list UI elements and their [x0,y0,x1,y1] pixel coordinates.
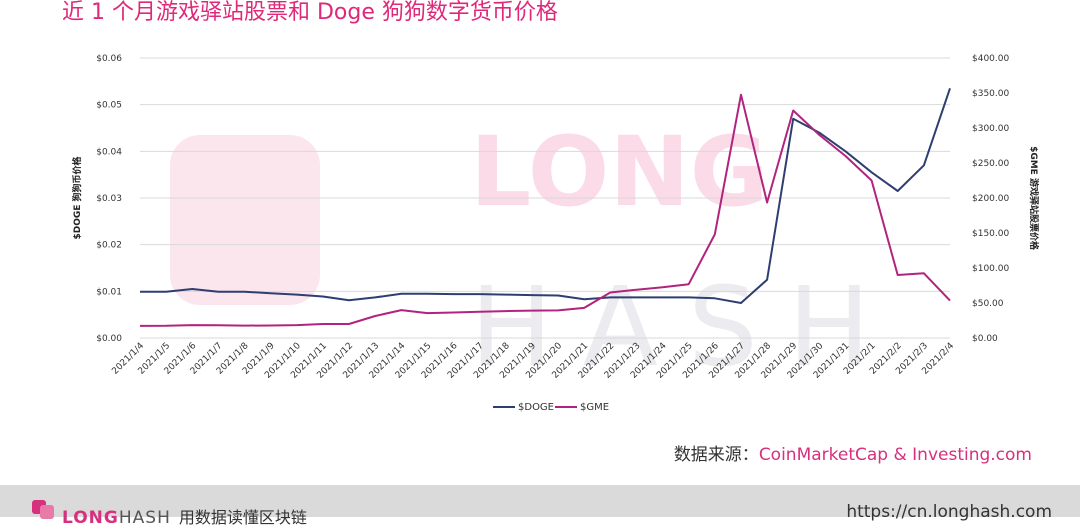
right-tick-label: $250.00 [972,159,1009,169]
line-chart: $0.00 $0.01 $0.02 $0.03 $0.04 $0.05 $0.06 $0.0… [71,54,1040,413]
series-line-doge [140,87,951,304]
legend-label: $DOGE [518,402,554,413]
left-tick-label: $0.00 [96,334,122,344]
right-tick-label: $400.00 [972,54,1009,64]
data-source-label: 数据来源： [673,445,759,465]
right-axis-label: $GME 游戏驿站股票价格 [1028,146,1040,251]
right-tick-label: $150.00 [972,229,1009,239]
chart-gridlines [140,57,950,339]
longhash-logo-icon [32,500,54,519]
legend-label: $GME [580,402,609,413]
left-tick-label: $0.01 [96,287,122,297]
left-tick-label: $0.04 [96,147,122,157]
footer-bar: LONGHASH 用数据读懂区块链 https://cn.longhash.com [0,485,1080,528]
left-axis-label: $DOGE 狗狗币价格 [71,155,83,239]
right-tick-label: $50.00 [972,299,1004,309]
chart-legend: $DOGE $GME [493,402,609,413]
left-axis-ticks: $0.00 $0.01 $0.02 $0.03 $0.04 $0.05 $0.06 [96,54,122,344]
left-tick-label: $0.05 [96,101,122,111]
right-axis-ticks: $0.00 $50.00 $100.00 $150.00 $200.00 $250.00 $… [972,54,1009,344]
right-tick-label: $0.00 [972,334,998,344]
left-tick-label: $0.06 [96,54,122,64]
x-axis-ticks: 2021/1/42021/1/52021/1/62021/1/72021/1/8… [110,341,956,381]
footer-brand-long: LONG [62,508,119,528]
chart-title: 近 1 个月游戏驿站股票和 Doge 狗狗数字货币价格 [62,0,558,25]
footer-brand-hash: HASH [118,508,171,528]
left-tick-label: $0.03 [96,194,122,204]
footer-slogan: 用数据读懂区块链 [178,508,307,527]
right-tick-label: $200.00 [972,194,1009,204]
right-tick-label: $350.00 [972,89,1009,99]
footer-url[interactable]: https://cn.longhash.com [846,502,1052,522]
left-tick-label: $0.02 [96,241,122,251]
right-tick-label: $300.00 [972,124,1009,134]
series-line-gme [139,93,951,327]
chart-series [139,87,951,327]
data-source-note: 数据来源：CoinMarketCap & Investing.com [674,440,1032,465]
footer-brand: LONGHASH 用数据读懂区块链 [62,504,307,528]
data-source-sites: CoinMarketCap & Investing.com [758,445,1032,465]
right-tick-label: $100.00 [972,264,1009,274]
